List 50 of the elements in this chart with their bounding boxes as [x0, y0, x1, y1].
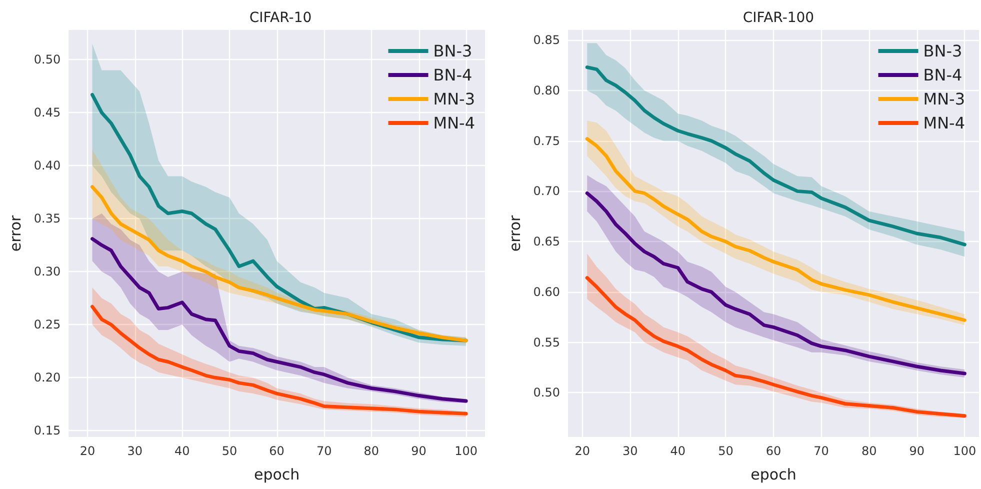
y-tick-label: 0.80 — [533, 83, 560, 98]
chart-title: CIFAR-10 — [249, 10, 312, 26]
chart-title: CIFAR-100 — [742, 10, 814, 26]
x-tick-label: 70 — [814, 444, 829, 458]
legend-label: MN-4 — [433, 114, 476, 132]
y-tick-label: 0.50 — [34, 52, 61, 67]
y-tick-label: 0.85 — [533, 33, 560, 48]
y-tick-label: 0.55 — [533, 335, 560, 350]
y-tick-label: 0.35 — [34, 212, 61, 226]
legend-label: BN-4 — [433, 66, 472, 84]
x-tick-label: 100 — [953, 444, 976, 458]
legend-label: BN-3 — [923, 42, 962, 60]
legend-label: BN-4 — [923, 66, 962, 84]
x-tick-label: 40 — [174, 444, 190, 458]
x-tick-label: 60 — [269, 444, 284, 458]
y-tick-label: 0.65 — [533, 234, 560, 249]
x-tick-label: 50 — [222, 444, 238, 458]
y-tick-label: 0.50 — [533, 386, 560, 400]
y-tick-label: 0.60 — [533, 284, 560, 299]
legend-label: MN-3 — [923, 90, 966, 108]
line-series — [585, 66, 966, 246]
y-axis-title: error — [506, 214, 524, 252]
y-tick-label: 0.25 — [34, 318, 61, 332]
legend-label: BN-3 — [433, 42, 472, 60]
x-axis-title: epoch — [254, 466, 300, 484]
y-tick-label: 0.20 — [34, 370, 61, 385]
x-tick-label: 80 — [861, 444, 877, 458]
y-tick-label: 0.40 — [34, 158, 61, 173]
x-tick-label: 50 — [718, 444, 734, 458]
legend-label: MN-4 — [923, 114, 966, 132]
y-tick-label: 0.70 — [533, 184, 560, 198]
x-tick-label: 60 — [766, 444, 782, 458]
y-tick-label: 0.15 — [34, 424, 61, 438]
x-tick-label: 100 — [454, 444, 478, 458]
y-tick-label: 0.45 — [34, 106, 61, 120]
x-tick-label: 90 — [411, 444, 426, 458]
y-tick-label: 0.75 — [533, 134, 560, 148]
y-axis-title: error — [6, 214, 24, 252]
x-tick-label: 20 — [574, 444, 590, 458]
legend-label: MN-3 — [433, 90, 476, 108]
x-tick-label: 80 — [364, 444, 380, 458]
x-axis-title: epoch — [750, 466, 796, 484]
line-series — [90, 185, 468, 342]
x-tick-label: 30 — [127, 444, 142, 458]
x-tick-label: 90 — [909, 444, 925, 458]
x-tick-label: 40 — [670, 444, 686, 458]
y-tick-label: 0.30 — [34, 264, 61, 279]
x-tick-label: 70 — [316, 444, 332, 458]
x-tick-label: 30 — [622, 444, 638, 458]
x-tick-label: 20 — [80, 444, 96, 458]
